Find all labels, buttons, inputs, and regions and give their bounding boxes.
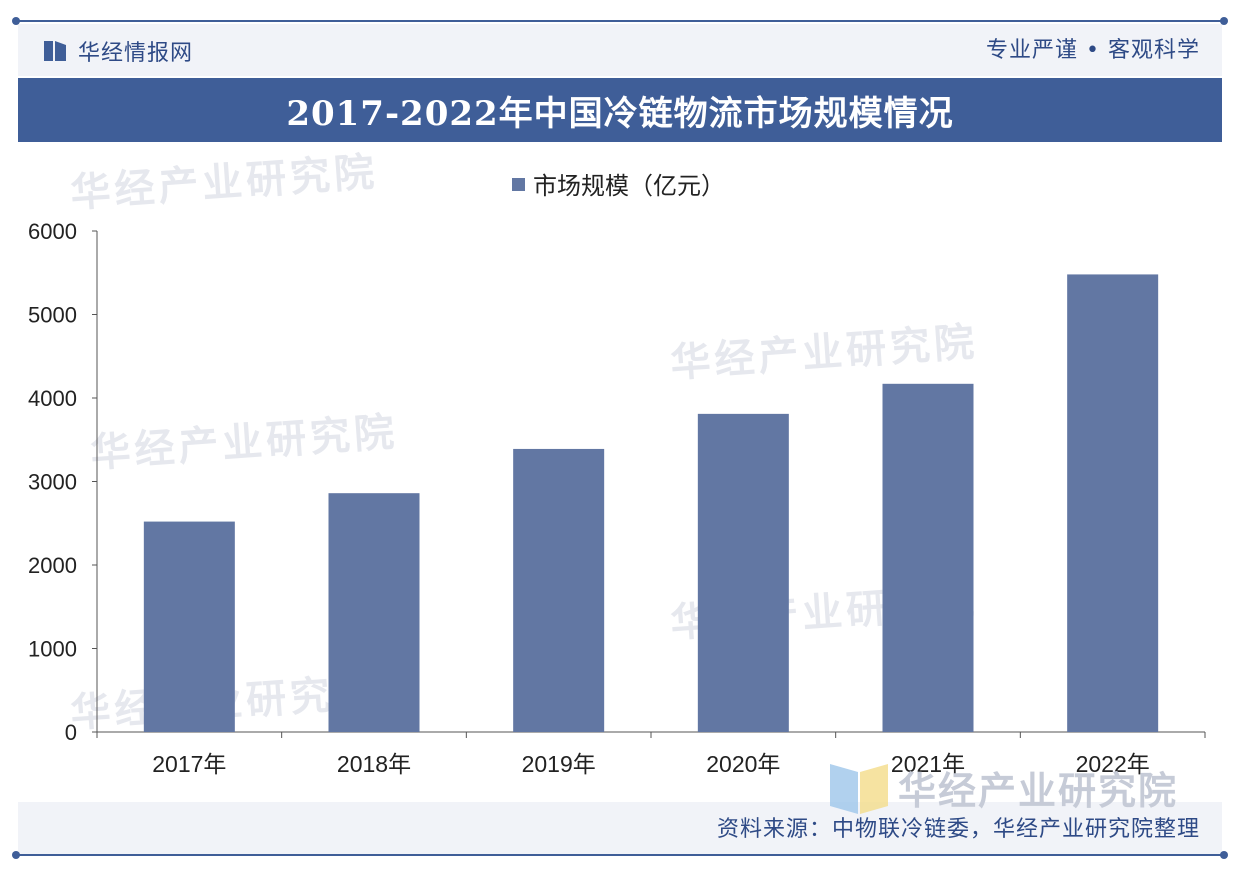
- page-title: 2017-2022年中国冷链物流市场规模情况: [286, 93, 954, 134]
- source-note: 资料来源：中物联冷链委，华经产业研究院整理: [716, 817, 1200, 842]
- y-tick-label: 6000: [28, 219, 77, 244]
- watermark-corner: 华经产业研究院: [828, 758, 1178, 816]
- y-tick-label: 2000: [28, 553, 77, 578]
- x-tick-label: 2017年: [152, 751, 226, 777]
- y-tick-label: 4000: [28, 386, 77, 411]
- bottom-divider: [12, 851, 1228, 859]
- footer-strip: [18, 802, 1222, 854]
- legend-label: 市场规模（亿元）: [533, 173, 725, 200]
- x-tick-label: 2022年: [1076, 751, 1150, 777]
- x-tick-label: 2021年: [891, 751, 965, 777]
- bar: [882, 383, 974, 732]
- brand-name: 华经情报网: [78, 41, 194, 66]
- bar: [1067, 274, 1159, 732]
- watermark-corner-text: 华经产业研究院: [898, 768, 1179, 813]
- x-tick-label: 2020年: [706, 751, 780, 777]
- watermark-logo-icon: [830, 764, 888, 814]
- bar: [328, 493, 420, 732]
- brand: 华经情报网: [42, 34, 193, 68]
- y-tick-label: 3000: [28, 470, 77, 495]
- y-tick-label: 5000: [28, 303, 77, 328]
- y-tick-label: 1000: [28, 637, 77, 662]
- y-tick-label: 0: [65, 720, 77, 745]
- x-tick-label: 2018年: [337, 751, 411, 777]
- bar: [143, 521, 235, 732]
- motto: 专业严谨 • 客观科学: [986, 38, 1200, 63]
- top-divider: [12, 17, 1228, 25]
- bar-chart: 市场规模（亿元） 0 1000 2000 3000 4000 5000 6000 2017年 20…: [28, 173, 1206, 777]
- brand-logo-icon: [44, 41, 66, 61]
- bar: [697, 413, 789, 732]
- bar: [513, 448, 605, 732]
- header-strip: [18, 24, 1222, 76]
- x-tick-label: 2019年: [522, 751, 596, 777]
- legend-swatch: [512, 178, 525, 191]
- title-banner: 2017-2022年中国冷链物流市场规模情况: [18, 78, 1222, 142]
